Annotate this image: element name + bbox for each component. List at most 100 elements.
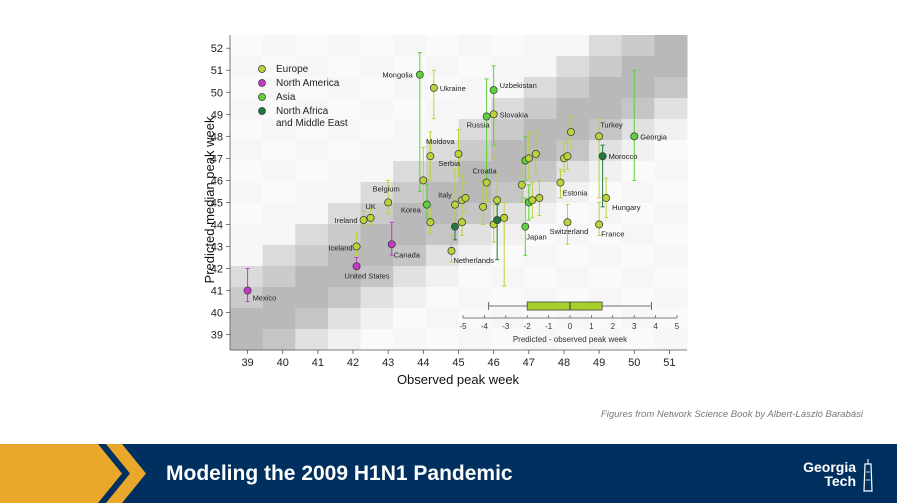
- heatmap-cell: [654, 56, 688, 78]
- heatmap-cell: [327, 56, 362, 78]
- heatmap-cell: [360, 56, 394, 78]
- logo-text: Georgia Tech: [803, 460, 856, 488]
- heatmap-cell: [589, 77, 623, 99]
- heatmap-cell: [360, 182, 394, 204]
- heatmap-cell: [556, 266, 590, 288]
- footer-bar: [0, 444, 897, 503]
- heatmap-cell: [262, 140, 296, 162]
- country-label: Serbia: [438, 159, 461, 168]
- data-point: [489, 86, 498, 95]
- country-label: United States: [345, 271, 390, 280]
- heatmap-cell: [654, 119, 688, 141]
- heatmap-cell: [295, 119, 329, 141]
- heatmap-cell: [589, 308, 623, 330]
- country-label: Uzbekistan: [500, 81, 537, 90]
- heatmap-cell: [230, 245, 264, 267]
- heatmap-cell: [425, 56, 459, 78]
- heatmap-cell: [523, 35, 557, 57]
- legend-label: Europe: [276, 64, 309, 75]
- country-label: Japan: [526, 233, 546, 242]
- heatmap-cell: [654, 287, 688, 309]
- heatmap-cell: [360, 140, 394, 162]
- y-tick-label: 39: [211, 330, 223, 342]
- heatmap-cell: [262, 245, 296, 267]
- heatmap-cell: [327, 329, 362, 351]
- heatmap-cell: [523, 308, 557, 330]
- heatmap-cell: [523, 98, 557, 120]
- heatmap-cell: [491, 161, 525, 183]
- heatmap-cell: [589, 329, 623, 351]
- heatmap-cell: [262, 35, 296, 57]
- inset-tick-label: 2: [611, 322, 616, 331]
- legend-label: North America: [276, 78, 340, 89]
- heatmap-cell: [295, 182, 329, 204]
- footer-chevrons: [0, 444, 146, 503]
- heatmap-cell: [425, 224, 459, 246]
- heatmap-cell: [458, 77, 492, 99]
- heatmap-cell: [654, 77, 688, 99]
- country-label: Estonia: [562, 189, 588, 198]
- y-tick-label: 46: [211, 175, 223, 187]
- heatmap-cell: [621, 329, 655, 351]
- heatmap-cell: [458, 35, 492, 57]
- heatmap-cell: [230, 35, 264, 57]
- y-tick-label: 42: [211, 263, 223, 275]
- heatmap-cell: [589, 56, 623, 78]
- heatmap-cell: [556, 224, 590, 246]
- heatmap-cell: [262, 119, 296, 141]
- data-point: [567, 127, 575, 136]
- legend-marker: [258, 65, 266, 73]
- data-point: [524, 154, 533, 163]
- heatmap-cell: [393, 287, 427, 309]
- heatmap-cell: [360, 308, 394, 330]
- y-tick-label: 49: [211, 109, 223, 121]
- heatmap-cell: [393, 35, 427, 57]
- legend-marker: [258, 93, 266, 101]
- probability-heatmap: [230, 35, 688, 351]
- country-label: Mexico: [253, 294, 277, 303]
- heatmap-cell: [327, 245, 362, 267]
- heatmap-cell: [360, 287, 394, 309]
- heatmap-cell: [327, 203, 362, 225]
- heatmap-cell: [621, 245, 655, 267]
- y-axis-title: Predicted median peak week: [202, 116, 217, 283]
- heatmap-cell: [295, 98, 329, 120]
- heatmap-cell: [523, 140, 557, 162]
- inset-tick-label: 3: [632, 322, 637, 331]
- heatmap-cell: [262, 56, 296, 78]
- heatmap-cell: [621, 287, 655, 309]
- data-point: [426, 152, 435, 161]
- heatmap-cell: [654, 245, 688, 267]
- gold-chevron-shape: [106, 444, 146, 503]
- heatmap-cell: [360, 161, 394, 183]
- heatmap-cell: [230, 224, 264, 246]
- country-label: UK: [365, 202, 375, 211]
- country-label: Italy: [438, 191, 452, 200]
- legend-marker: [258, 107, 266, 115]
- heatmap-cell: [262, 287, 296, 309]
- heatmap-cell: [393, 161, 427, 183]
- inset-tick-label: -3: [502, 322, 510, 331]
- heatmap-cell: [589, 224, 623, 246]
- heatmap-cell: [654, 224, 688, 246]
- heatmap-cell: [393, 182, 427, 204]
- heatmap-cell: [621, 140, 655, 162]
- data-point: [482, 178, 491, 187]
- heatmap-cell: [654, 329, 688, 351]
- data-point: [500, 213, 509, 222]
- x-tick-label: 41: [312, 357, 324, 369]
- heatmap-cell: [262, 308, 296, 330]
- heatmap-cell: [327, 266, 362, 288]
- chart: 39 40 41 42 43 44 45 46 47 48 49 50 51 3940414243444…: [202, 35, 688, 387]
- heatmap-cell: [230, 287, 264, 309]
- heatmap-cell: [458, 308, 492, 330]
- country-label: Canada: [394, 250, 421, 259]
- heatmap-cell: [556, 182, 590, 204]
- heatmap-cell: [491, 98, 525, 120]
- y-tick-label: 41: [211, 286, 223, 298]
- heatmap-cell: [393, 266, 427, 288]
- heatmap-cell: [230, 161, 264, 183]
- data-point: [602, 194, 611, 202]
- data-point: [493, 196, 502, 205]
- heatmap-cell: [327, 77, 362, 99]
